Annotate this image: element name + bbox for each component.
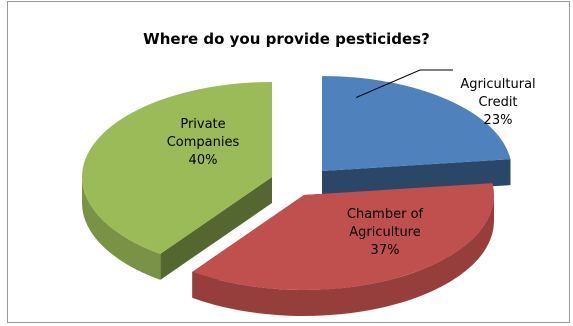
pie-slice-side-2-0 (160, 177, 272, 280)
leader-line-0 (355, 69, 453, 98)
slice-label-2-line-0: Private (180, 117, 225, 132)
slice-label-0-line-0: Agricultural (460, 77, 535, 92)
slice-label-1-line-2: 37% (371, 243, 400, 258)
slice-label-1-line-0: Chamber of (347, 207, 424, 222)
pie-slice-0 (322, 76, 511, 171)
slice-label-0-line-2: 23% (484, 113, 513, 128)
pie-slice-rim-1-0 (192, 195, 494, 317)
slice-label-2-line-2: 40% (189, 153, 218, 168)
slice-label-2-line-1: Companies (167, 135, 240, 150)
pie-slice-1 (192, 183, 495, 291)
pie-slice-2 (82, 82, 273, 254)
chart-title: Where do you provide pesticides? (143, 30, 430, 48)
slice-label-0-line-1: Credit (478, 95, 517, 110)
pie-slice-rim-2-0 (81, 177, 161, 280)
slice-label-1-line-1: Agriculture (349, 225, 421, 240)
